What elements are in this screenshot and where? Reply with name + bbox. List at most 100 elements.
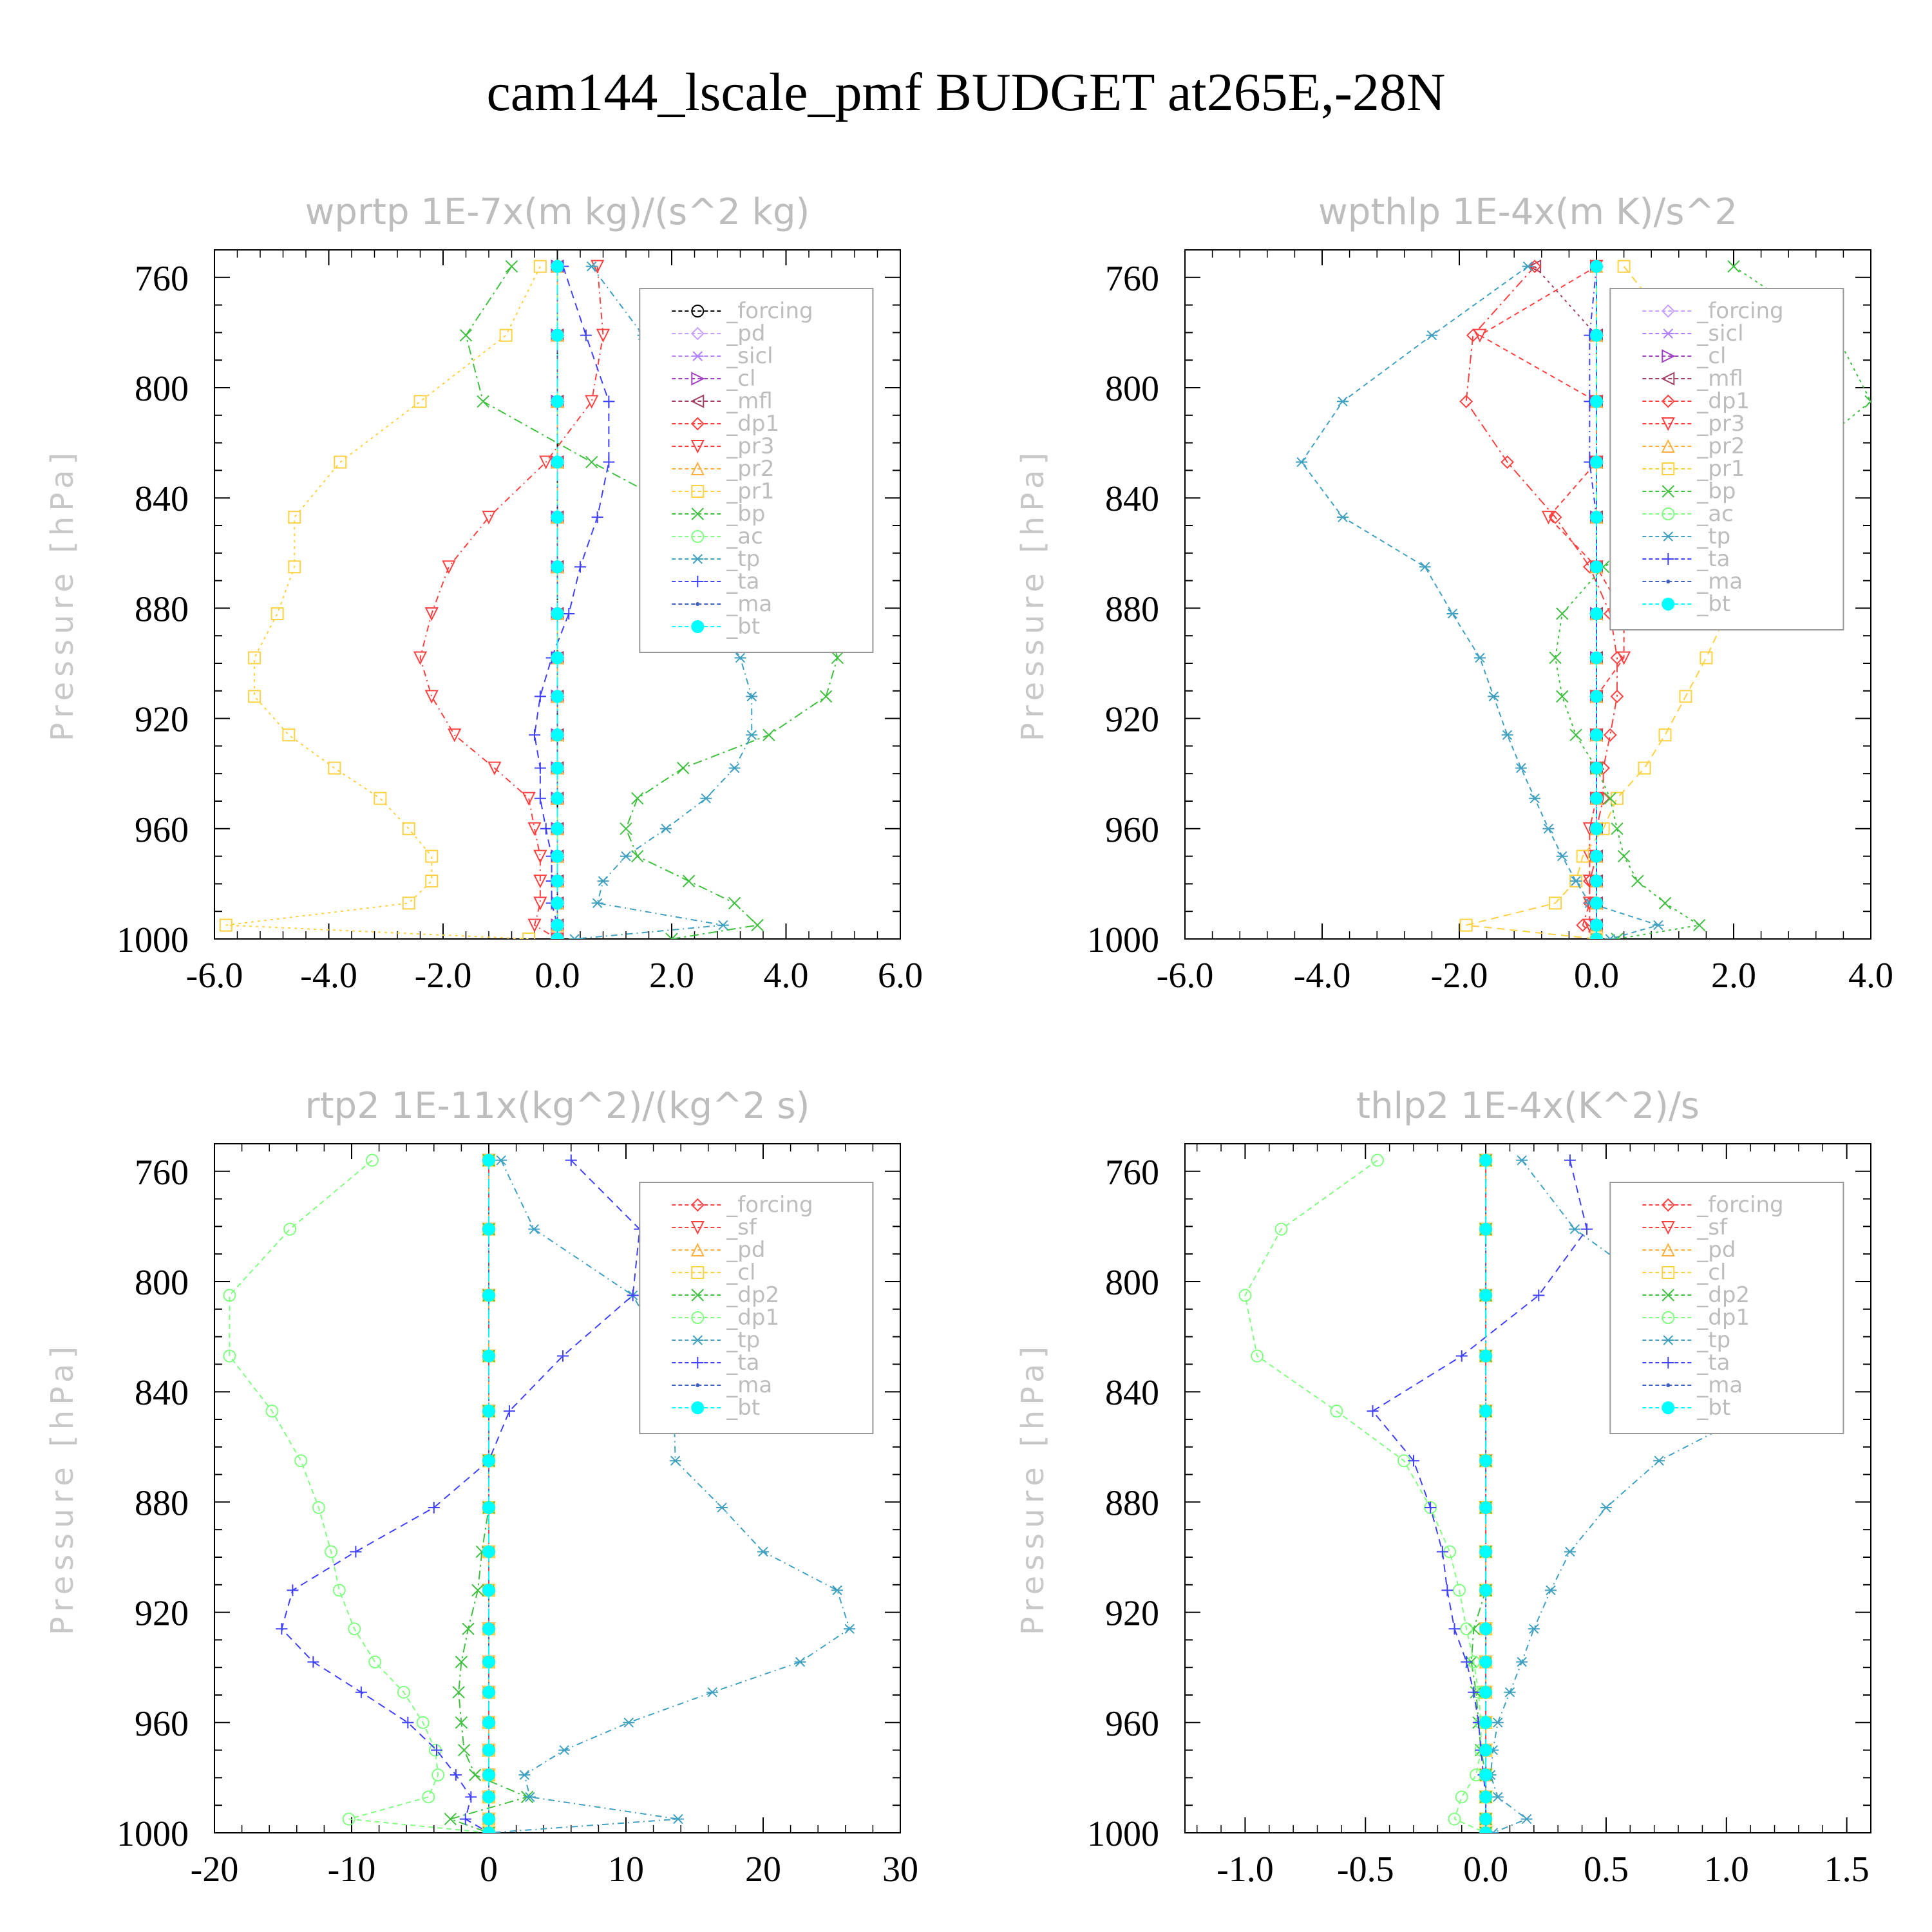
legend-marker [1662, 1289, 1675, 1302]
x-tick-label: 4.0 [764, 956, 809, 996]
series-line [465, 266, 838, 939]
data-point [551, 260, 564, 273]
data-point [1576, 849, 1589, 863]
data-point [728, 762, 741, 773]
y-tick-label: 920 [1105, 700, 1159, 740]
data-point [1367, 1405, 1379, 1417]
legend-label: _pd [1696, 1237, 1736, 1263]
plot-frame [214, 1143, 901, 1833]
data-point [1479, 1501, 1493, 1514]
legend-marker [691, 1289, 705, 1302]
data-point [716, 1502, 728, 1513]
legend-marker [690, 1242, 705, 1256]
data-point [442, 560, 456, 574]
y-tick-label: 1000 [1087, 1814, 1159, 1854]
legend-marker [1662, 553, 1674, 565]
y-axis-label: Pressure [hPa] [44, 448, 80, 741]
legend-marker [1661, 394, 1675, 408]
data-point [1541, 511, 1556, 525]
x-tick-label: 0.5 [1584, 1850, 1629, 1889]
data-point [482, 1405, 495, 1418]
x-tick-label: 1.0 [1704, 1850, 1749, 1889]
data-point [482, 511, 496, 525]
series-line [1371, 1160, 1588, 1833]
data-point [558, 1745, 571, 1756]
data-point [1569, 728, 1582, 741]
data-point [223, 1349, 236, 1363]
chart-panel: thlp2 1E-4x(K^2)/s 760 800 840 880 920 960 1000… [1015, 1085, 1871, 1889]
legend-marker [1662, 462, 1675, 475]
data-point [223, 1289, 236, 1302]
legend-marker [691, 620, 705, 633]
legend-label: _forcing [1696, 298, 1783, 324]
data-point [448, 728, 462, 743]
legend-marker [691, 530, 705, 543]
legend-marker [696, 1383, 700, 1387]
data-point [495, 1155, 507, 1166]
data-point [585, 261, 598, 272]
data-point [482, 1349, 495, 1363]
data-point [1590, 690, 1603, 703]
data-point [1408, 1455, 1419, 1467]
data-point [482, 1289, 495, 1302]
data-point [534, 690, 546, 703]
data-point [219, 918, 232, 932]
legend-marker [1662, 1335, 1674, 1345]
data-point [1455, 1790, 1468, 1804]
data-point [1479, 1622, 1493, 1636]
legend-box [639, 1182, 874, 1434]
legend-label: _bt [726, 1395, 760, 1421]
legend-marker [692, 1335, 704, 1345]
data-point [1479, 1349, 1493, 1363]
data-point [1479, 1545, 1493, 1558]
series-bt [1479, 1153, 1493, 1833]
legend-marker [691, 305, 705, 317]
data-point [522, 933, 536, 939]
data-point [1479, 1812, 1493, 1826]
data-point [1473, 328, 1487, 343]
x-tick-label: -10 [328, 1850, 376, 1889]
data-point [603, 456, 615, 468]
series-line [419, 266, 604, 939]
data-point [524, 1792, 536, 1803]
data-point [1453, 1584, 1466, 1597]
legend-label: _bp [726, 501, 765, 527]
data-point [499, 328, 513, 342]
x-tick-label: -6.0 [1157, 956, 1214, 996]
legend-marker [692, 1357, 704, 1368]
data-point [1564, 1546, 1576, 1557]
data-point [1426, 330, 1438, 341]
data-point [522, 791, 536, 806]
data-point [1590, 875, 1603, 888]
legend-marker [1662, 485, 1675, 498]
series-dp2 [1464, 1153, 1492, 1833]
data-point [746, 691, 758, 702]
series-line [1534, 266, 1597, 939]
data-point [1455, 1350, 1468, 1362]
data-point [1616, 651, 1631, 665]
data-point [551, 607, 564, 620]
legend-marker [692, 351, 704, 361]
y-tick-label: 960 [1105, 810, 1159, 850]
data-point [1590, 395, 1603, 408]
data-point [455, 1716, 468, 1729]
chart-panel: wprtp 1E-7x(m kg)/(s^2 kg) 760 800 840 880 92… [44, 191, 923, 996]
legend-label: _ma [726, 1372, 772, 1398]
x-tick-label: -2.0 [1431, 956, 1488, 996]
legend-label: _dp1 [1696, 1305, 1750, 1331]
data-point [397, 1685, 410, 1699]
legend-label: _pr3 [1696, 411, 1745, 437]
y-tick-label: 760 [135, 1153, 189, 1193]
data-point [1238, 1289, 1252, 1302]
data-point [288, 511, 301, 524]
data-point [1501, 455, 1514, 469]
data-point [283, 1222, 297, 1236]
data-point [350, 1546, 362, 1558]
data-point [706, 1687, 719, 1698]
data-point [1251, 1349, 1264, 1363]
chart-title: thlp2 1E-4x(K^2)/s [1356, 1085, 1700, 1127]
data-point [1556, 690, 1569, 703]
data-point [1479, 1405, 1493, 1418]
data-point [757, 1546, 769, 1557]
data-point [551, 896, 564, 910]
